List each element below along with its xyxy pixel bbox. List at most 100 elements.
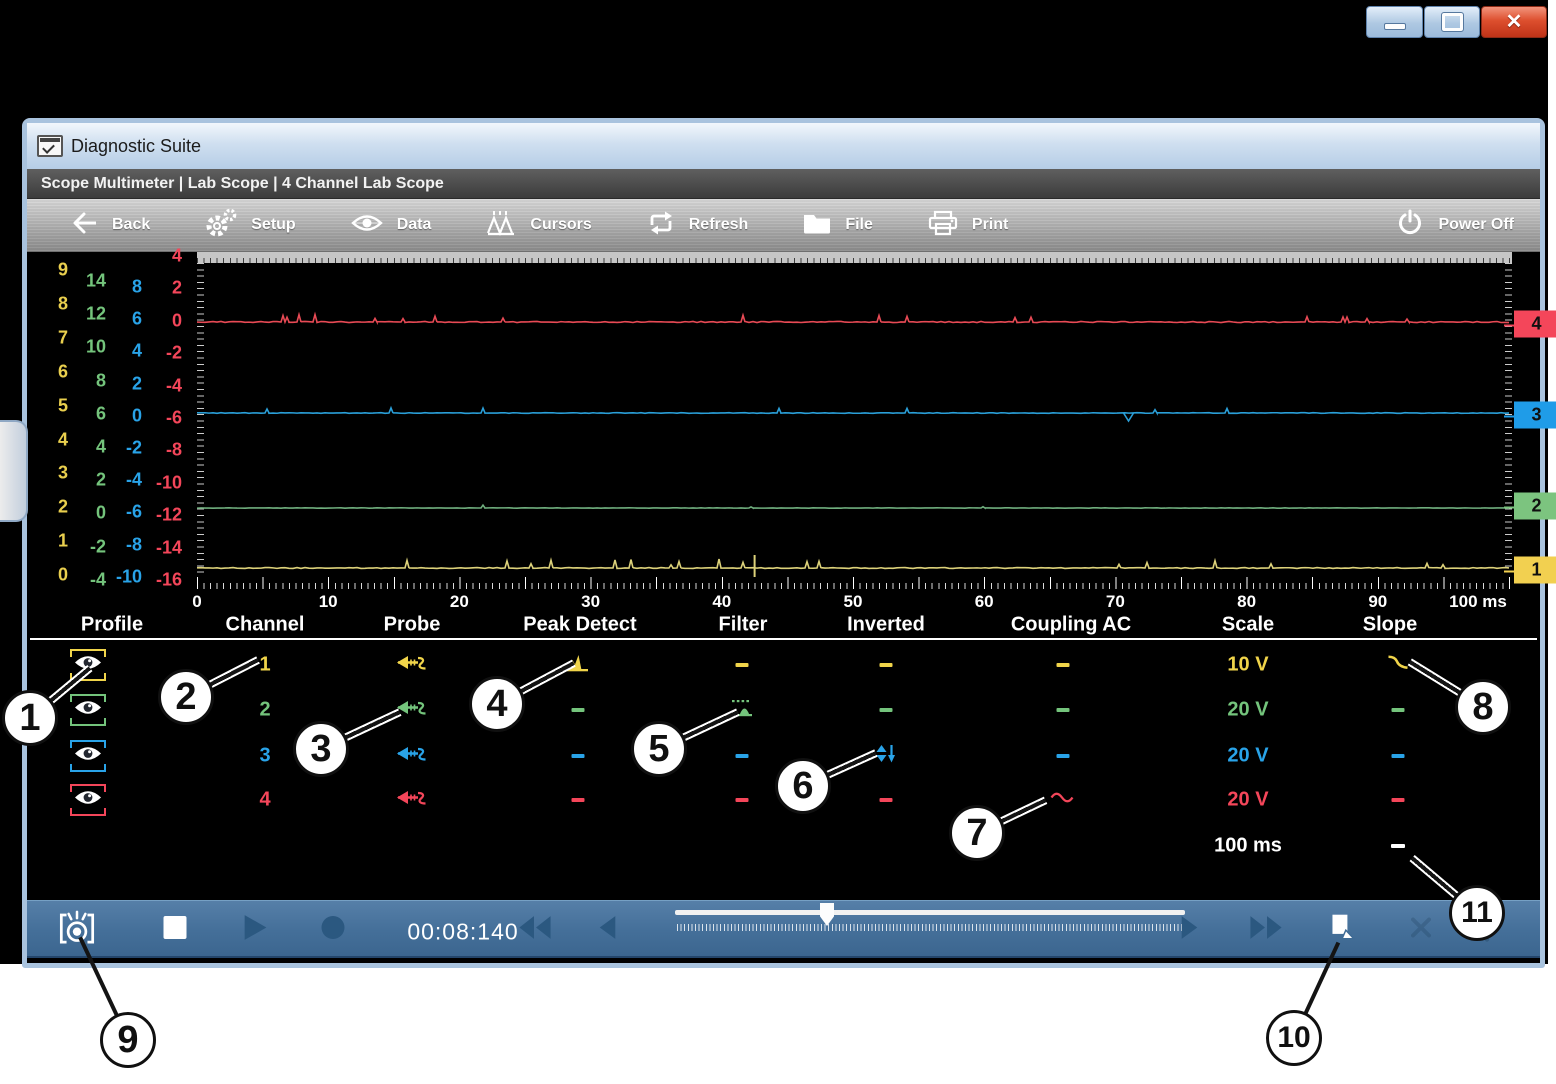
x-axis-label: 60 <box>974 592 994 611</box>
peak-detect-ch3[interactable] <box>571 754 585 758</box>
probe-setting-ch4[interactable] <box>394 787 430 814</box>
x-axis-label: 20 <box>449 592 469 611</box>
y-axis-label: 6 <box>95 403 106 424</box>
stop-button[interactable] <box>162 914 189 946</box>
channel-marker-1[interactable]: 1 <box>1504 556 1556 584</box>
channel-number-ch3: 3 <box>259 745 270 768</box>
slope-dash[interactable] <box>1391 798 1405 802</box>
probe-icon <box>394 697 430 724</box>
power-off-button[interactable]: Power Off <box>1395 208 1514 243</box>
toolbar-item-data[interactable]: Data <box>350 212 431 239</box>
slope-ch1[interactable] <box>1386 654 1411 676</box>
toolbar-item-label: Setup <box>251 216 296 233</box>
play-button[interactable] <box>242 913 269 947</box>
slope-ch2[interactable] <box>1391 708 1405 712</box>
peak-detect-dash[interactable] <box>571 754 585 758</box>
probe-setting-ch1[interactable] <box>394 652 430 679</box>
display-mode-button[interactable] <box>1325 912 1357 949</box>
peak-detect-ch2[interactable] <box>571 708 585 712</box>
inverted-dash[interactable] <box>879 798 893 802</box>
coupling-ac-ch1[interactable] <box>1056 663 1070 667</box>
sweep-slope-dash[interactable] <box>1391 844 1405 848</box>
y-axis-label: 2 <box>57 496 68 517</box>
filter-dash[interactable] <box>735 754 749 758</box>
probe-icon <box>394 743 430 770</box>
channel-marker-3[interactable]: 3 <box>1504 401 1556 429</box>
side-panel-handle[interactable] <box>0 420 28 522</box>
coupling-ac-dash[interactable] <box>1056 708 1070 712</box>
probe-setting-ch3[interactable] <box>394 743 430 770</box>
breadcrumb: Scope Multimeter | Lab Scope | 4 Channel… <box>27 169 1540 199</box>
sweep-slope[interactable] <box>1391 844 1405 848</box>
toolbar-item-file[interactable]: File <box>802 211 873 240</box>
filter-dash[interactable] <box>735 798 749 802</box>
profile-toggle-ch1[interactable] <box>67 649 109 681</box>
y-axis-label: 0 <box>95 502 106 523</box>
peak-detect-ch4[interactable] <box>571 798 585 802</box>
record-icon <box>320 914 347 946</box>
scale-ch3[interactable]: 20 V <box>1227 745 1268 768</box>
step-forward-button[interactable] <box>1179 914 1202 946</box>
slope-ch3[interactable] <box>1391 754 1405 758</box>
coupling-ac-ch2[interactable] <box>1056 708 1070 712</box>
fast-forward-button[interactable] <box>1248 914 1284 946</box>
slope-dash[interactable] <box>1391 754 1405 758</box>
coupling-ac-dash[interactable] <box>1056 663 1070 667</box>
column-header-peak-detect: Peak Detect <box>523 613 637 636</box>
y-axis-label: -4 <box>165 375 182 396</box>
rewind-button[interactable] <box>517 914 553 946</box>
probe-setting-ch2[interactable] <box>394 697 430 724</box>
marker-tick <box>1504 570 1514 572</box>
profile-toggle-ch2[interactable] <box>67 694 109 726</box>
toolbar-item-print[interactable]: Print <box>927 209 1008 242</box>
record-button[interactable] <box>320 914 347 946</box>
profile-eye-icon <box>73 789 103 811</box>
inverted-ch2[interactable] <box>879 708 893 712</box>
inverted-ch1[interactable] <box>879 663 893 667</box>
y-axis-label: -6 <box>125 501 142 522</box>
channel-marker-4[interactable]: 4 <box>1504 310 1556 338</box>
channel-label: 1 <box>259 653 271 676</box>
channel-marker-2[interactable]: 2 <box>1504 492 1556 520</box>
plot-right-ruler <box>1505 263 1512 577</box>
fast-forward-icon <box>1248 914 1284 946</box>
power-icon <box>1395 208 1425 243</box>
maximize-button[interactable] <box>1424 6 1480 38</box>
toolbar-item-setup[interactable]: Setup <box>204 208 296 243</box>
inverted-ch3[interactable] <box>875 743 898 769</box>
filter-dash[interactable] <box>735 663 749 667</box>
peak-detect-dash[interactable] <box>571 798 585 802</box>
playback-slider-thumb[interactable] <box>820 903 834 926</box>
toolbar-item-back[interactable]: Back <box>69 209 150 242</box>
filter-ch3[interactable] <box>735 754 749 758</box>
filter-ch1[interactable] <box>735 663 749 667</box>
sweep-scale[interactable]: 100 ms <box>1214 835 1282 858</box>
inverted-dash[interactable] <box>879 708 893 712</box>
minimize-button[interactable] <box>1366 6 1423 38</box>
inverted-ch4[interactable] <box>879 798 893 802</box>
coupling-ac-ch4[interactable] <box>1050 790 1077 810</box>
toolbar-item-cursors[interactable]: Cursors <box>485 209 592 242</box>
peak-detect-dash[interactable] <box>571 708 585 712</box>
y-axis-label: 8 <box>57 293 68 314</box>
camera-button[interactable] <box>54 905 100 956</box>
playback-slider-track[interactable] <box>675 910 1185 915</box>
profile-toggle-ch4[interactable] <box>67 784 109 816</box>
y-axis-label: -10 <box>115 566 142 587</box>
slope-ch4[interactable] <box>1391 798 1405 802</box>
scale-ch2[interactable]: 20 V <box>1227 699 1268 722</box>
toolbar-item-refresh[interactable]: Refresh <box>646 209 748 242</box>
close-button[interactable]: ✕ <box>1481 6 1547 38</box>
slope-dash[interactable] <box>1391 708 1405 712</box>
step-back-button[interactable] <box>596 914 619 946</box>
channel-number-ch2: 2 <box>259 699 270 722</box>
profile-toggle-ch3[interactable] <box>67 740 109 772</box>
scale-ch1[interactable]: 10 V <box>1227 654 1268 677</box>
coupling-ac-ch3[interactable] <box>1056 754 1070 758</box>
coupling-ac-dash[interactable] <box>1056 754 1070 758</box>
column-header-profile: Profile <box>80 613 144 636</box>
filter-ch4[interactable] <box>735 798 749 802</box>
scale-ch4[interactable]: 20 V <box>1227 789 1268 812</box>
printer-icon <box>927 209 959 242</box>
inverted-dash[interactable] <box>879 663 893 667</box>
